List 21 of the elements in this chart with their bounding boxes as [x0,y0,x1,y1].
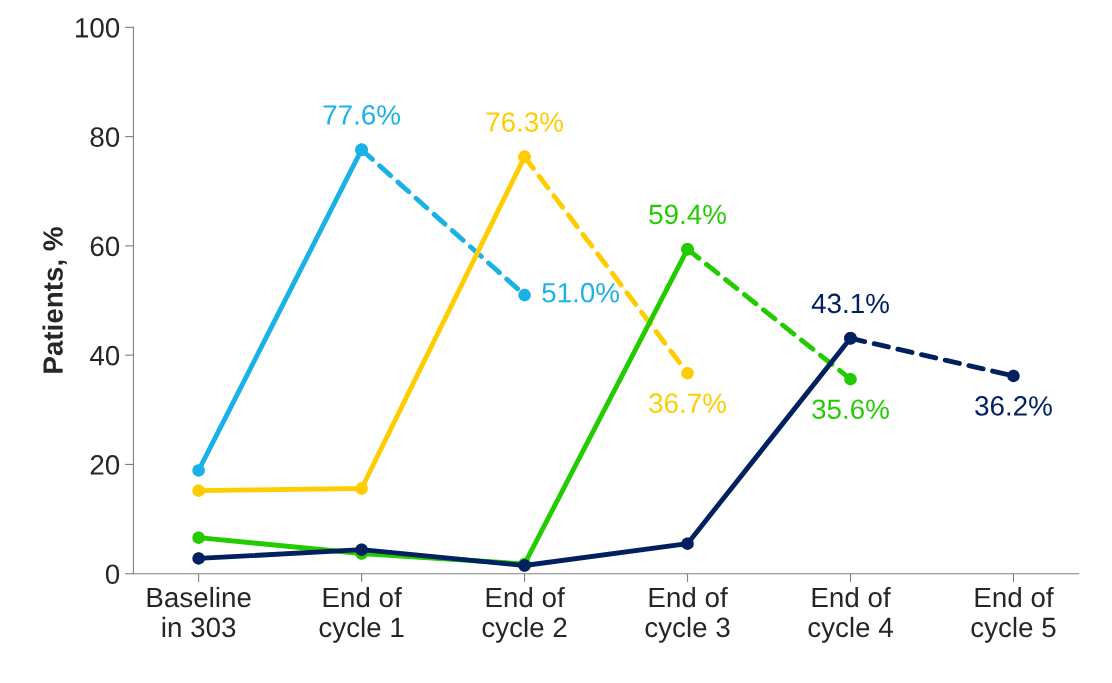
x-tick-label: End of cycle 5 [971,586,1056,643]
x-tick-label: End of cycle 4 [808,586,893,643]
data-label: 59.4% [649,204,726,225]
data-label: 76.3% [486,112,563,132]
data-label: 36.7% [649,393,726,414]
y-tick-label: 20 [90,455,120,475]
x-tick-label: Baseline in 303 [147,586,251,638]
data-label: 77.6% [323,105,400,125]
data-label: 51.0% [542,282,619,303]
y-tick-label: 0 [105,564,120,585]
data-label: 36.2% [975,396,1052,416]
y-axis-title: Patients, % [42,227,67,373]
y-tick-label: 40 [89,345,120,366]
data-label: 35.6% [812,399,889,420]
data-label: 43.1% [811,293,889,314]
x-tick-label: End of cycle 1 [319,586,404,643]
x-tick-label: End of cycle 2 [482,586,567,643]
y-tick-label: 80 [90,127,120,147]
y-tick-label: 100 [76,17,120,38]
y-tick-label: 60 [90,236,120,257]
x-tick-label: End of cycle 3 [645,586,730,643]
